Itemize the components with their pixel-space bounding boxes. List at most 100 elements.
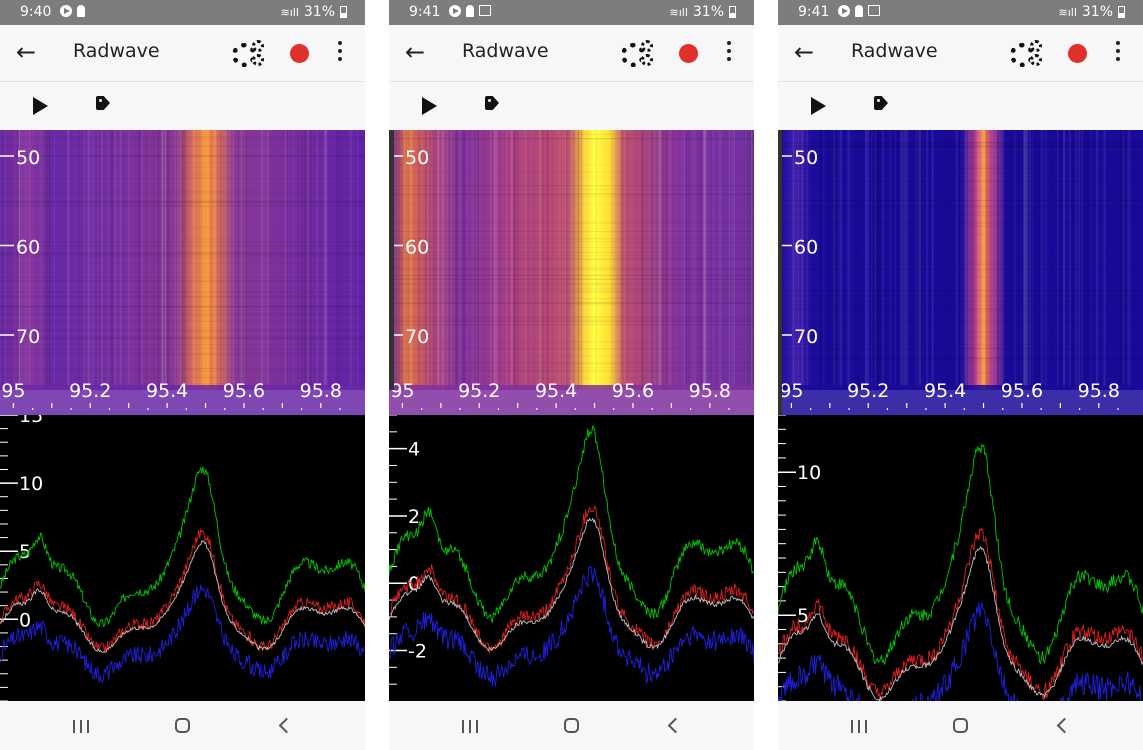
- recent-apps-icon[interactable]: [73, 720, 89, 733]
- play-icon[interactable]: [33, 97, 48, 115]
- system-nav-bar: [0, 701, 365, 750]
- battery-percent: 31%: [303, 4, 335, 20]
- app-title: Radwave: [462, 40, 549, 62]
- lock-icon: [466, 5, 474, 17]
- power-tick-label: 2: [408, 506, 420, 528]
- recent-apps-icon[interactable]: [851, 720, 867, 733]
- system-nav-bar: [778, 701, 1143, 750]
- frequency-tick-label: 95: [390, 380, 414, 402]
- frequency-tick-label: 95: [779, 380, 803, 402]
- home-icon[interactable]: [953, 718, 968, 733]
- time-tick-label: 60: [405, 237, 429, 259]
- back-arrow-icon[interactable]: ←: [405, 38, 426, 66]
- nav-back-icon[interactable]: [667, 717, 684, 734]
- spectrum-svg: 15 10 5 0: [0, 405, 365, 702]
- spectrum-trace: [0, 528, 365, 654]
- power-tick-label: 5: [19, 541, 31, 563]
- status-right: ≋ıll 31%: [669, 4, 736, 20]
- waterfall-display[interactable]: 50 60 70 95 95.2 95.4 95.6 95.8: [0, 130, 365, 415]
- lock-icon: [855, 5, 863, 17]
- back-arrow-icon[interactable]: ←: [16, 38, 37, 66]
- phone-screen-3: 9:41 ≋ıll 31% ← Radwave 50 60 70 95 95.2 95.4…: [778, 0, 1143, 750]
- home-icon[interactable]: [564, 718, 579, 733]
- play-icon[interactable]: [422, 97, 437, 115]
- overflow-menu-icon[interactable]: [1116, 41, 1120, 65]
- record-button[interactable]: [1068, 44, 1087, 63]
- spectrum-trace: [778, 527, 1143, 702]
- nav-back-icon[interactable]: [278, 717, 295, 734]
- toolbar: [0, 82, 365, 130]
- play-icon[interactable]: [811, 97, 826, 115]
- notification-icons: [838, 3, 880, 17]
- wifi-signal-icon: ≋ıll: [280, 5, 299, 19]
- toolbar: [389, 82, 754, 130]
- app-bar: ← Radwave: [778, 25, 1143, 82]
- spectrum-plot[interactable]: 10 5: [778, 414, 1143, 738]
- notification-icons: [60, 3, 85, 17]
- battery-icon: [1118, 6, 1125, 18]
- tag-icon[interactable]: [874, 96, 888, 110]
- frequency-tick-label: 95.6: [612, 380, 654, 402]
- frequency-tick-label: 95.4: [924, 380, 966, 402]
- app-title: Radwave: [73, 40, 160, 62]
- status-bar: 9:41 ≋ıll 31%: [778, 0, 1143, 25]
- time-tick-label: 60: [16, 237, 40, 259]
- battery-percent: 31%: [692, 4, 724, 20]
- spectrum-plot[interactable]: 15 10 5 0: [0, 405, 365, 702]
- nav-back-icon[interactable]: [1056, 717, 1073, 734]
- settings-gears-icon[interactable]: [230, 38, 266, 68]
- time-tick-label: 70: [794, 326, 818, 348]
- battery-icon: [729, 6, 736, 18]
- waterfall-display[interactable]: 50 60 70 95 95.2 95.4 95.6 95.8: [778, 130, 1143, 415]
- waterfall-svg: 50 60 70 95 95.2 95.4 95.6 95.8: [0, 130, 365, 415]
- spectrum-trace: [389, 505, 754, 654]
- time-tick-label: 50: [405, 147, 429, 169]
- lock-icon: [77, 5, 85, 17]
- record-button[interactable]: [290, 44, 309, 63]
- play-circle-icon: [838, 5, 850, 17]
- time-tick-label: 50: [794, 147, 818, 169]
- power-tick-label: 15: [19, 415, 43, 427]
- wifi-signal-icon: ≋ıll: [669, 5, 688, 19]
- app-bar: ← Radwave: [389, 25, 754, 82]
- waterfall-svg: 50 60 70 95 95.2 95.4 95.6 95.8: [778, 130, 1143, 415]
- status-bar: 9:41 ≋ıll 31%: [389, 0, 754, 25]
- spectrum-trace: [778, 443, 1143, 665]
- overflow-menu-icon[interactable]: [338, 41, 342, 65]
- overflow-menu-icon[interactable]: [727, 41, 731, 65]
- frequency-tick-label: 95.2: [847, 380, 889, 402]
- app-bar: ← Radwave: [0, 25, 365, 82]
- spectrum-svg: 420-2: [389, 414, 754, 687]
- tag-icon[interactable]: [485, 96, 499, 110]
- settings-gears-icon[interactable]: [619, 38, 655, 68]
- time-tick-label: 50: [16, 147, 40, 169]
- power-tick-label: 10: [19, 473, 43, 495]
- notification-icons: [449, 3, 491, 17]
- status-time: 9:41: [409, 4, 441, 20]
- status-right: ≋ıll 31%: [280, 4, 347, 20]
- battery-icon: [340, 6, 347, 18]
- toolbar: [778, 82, 1143, 130]
- record-button[interactable]: [679, 44, 698, 63]
- play-circle-icon: [449, 5, 461, 17]
- spectrum-svg: 105: [778, 414, 1143, 738]
- spectrum-trace: [389, 565, 754, 687]
- wifi-signal-icon: ≋ıll: [1058, 5, 1077, 19]
- spectrum-trace: [0, 466, 365, 627]
- back-arrow-icon[interactable]: ←: [794, 38, 815, 66]
- time-tick-label: 70: [405, 326, 429, 348]
- tag-icon[interactable]: [96, 96, 110, 110]
- frequency-tick-label: 95.4: [535, 380, 577, 402]
- frequency-tick-label: 95.8: [300, 380, 342, 402]
- power-tick-label: -2: [408, 641, 427, 663]
- settings-gears-icon[interactable]: [1008, 38, 1044, 68]
- frequency-tick-label: 95.8: [689, 380, 731, 402]
- spectrum-trace: [778, 602, 1143, 738]
- home-icon[interactable]: [175, 718, 190, 733]
- waterfall-display[interactable]: 50 60 70 95 95.2 95.4 95.6 95.8: [389, 130, 754, 415]
- status-right: ≋ıll 31%: [1058, 4, 1125, 20]
- spectrum-plot[interactable]: 4 2 0 -2: [389, 414, 754, 701]
- spectrum-trace: [778, 545, 1143, 702]
- recent-apps-icon[interactable]: [462, 720, 478, 733]
- frequency-tick-label: 95.2: [458, 380, 500, 402]
